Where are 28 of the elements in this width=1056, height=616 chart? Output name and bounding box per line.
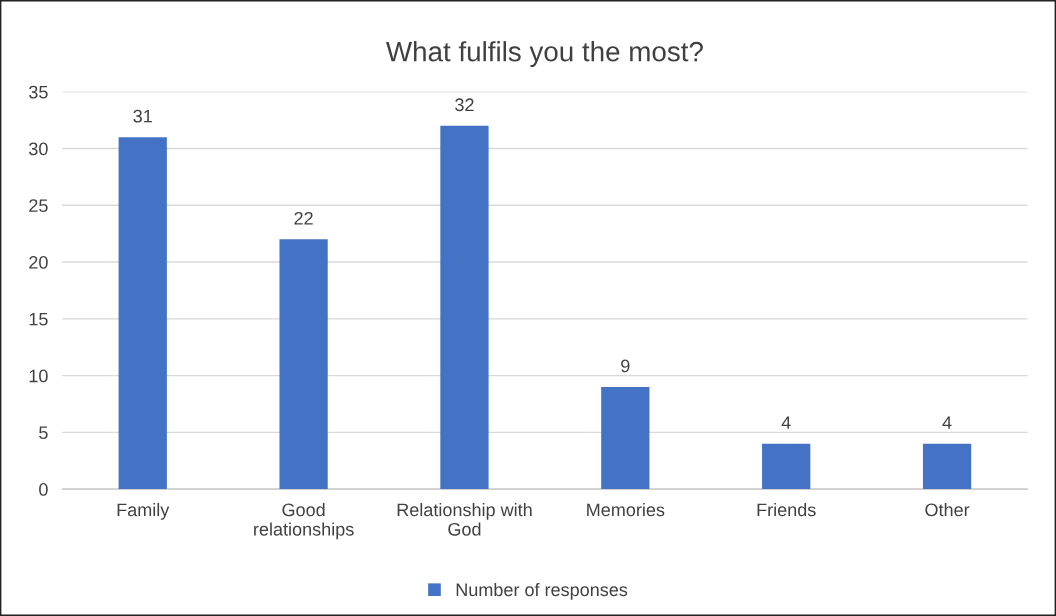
y-tick-label: 10 (29, 369, 48, 383)
x-tick-label: Good relationships (254, 502, 354, 540)
data-label: 9 (621, 359, 630, 373)
y-tick-label: 0 (39, 483, 48, 496)
bar (762, 443, 811, 490)
bar (601, 386, 650, 490)
data-label: 22 (294, 211, 313, 225)
x-tick-label: Other (925, 502, 970, 517)
x-tick-label: Friends (757, 502, 816, 517)
x-tick-label: Memories (587, 502, 665, 517)
y-tick-label: 30 (29, 142, 48, 156)
bar (118, 137, 167, 490)
data-label: 4 (942, 416, 952, 429)
y-tick-label: 25 (29, 199, 48, 213)
data-label: 31 (133, 109, 152, 123)
y-tick-label: 5 (39, 426, 48, 440)
y-tick-label: 15 (29, 312, 48, 326)
bar (279, 239, 328, 490)
chart-title: What fulfils you the most? (386, 41, 703, 67)
y-tick-label: 35 (29, 85, 48, 99)
data-label: 32 (455, 98, 474, 112)
bar (440, 125, 489, 490)
legend-label: Number of responses (456, 582, 628, 600)
y-tick-label: 20 (29, 256, 48, 269)
data-label: 4 (781, 416, 791, 429)
x-tick-label: Relationship with God (397, 502, 532, 536)
bar (922, 443, 972, 490)
x-tick-label: Family (117, 502, 170, 520)
